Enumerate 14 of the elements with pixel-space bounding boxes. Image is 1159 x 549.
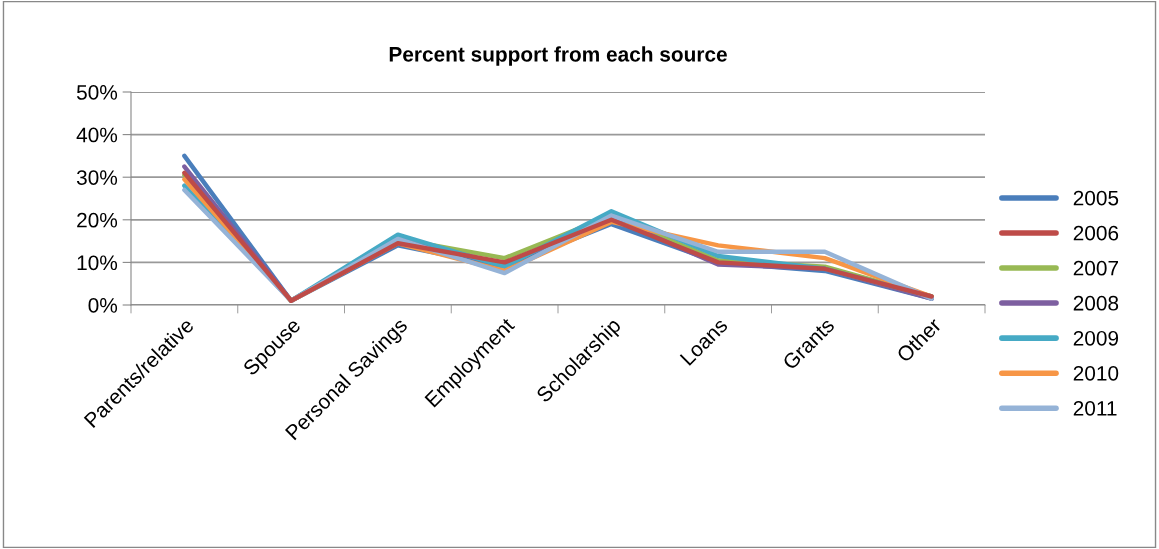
legend-label: 2011 bbox=[1073, 400, 1117, 416]
y-tick-label: 50% bbox=[76, 85, 118, 100]
chart-title: Percent support from each source bbox=[389, 46, 727, 66]
legend-label: 2006 bbox=[1073, 225, 1119, 241]
legend-label: 2010 bbox=[1073, 365, 1119, 381]
y-tick-label: 40% bbox=[76, 127, 118, 143]
legend-label: 2008 bbox=[1073, 295, 1119, 311]
legend-label: 2009 bbox=[1073, 330, 1119, 346]
legend-label: 2007 bbox=[1073, 260, 1119, 276]
y-tick-label: 0% bbox=[88, 298, 118, 313]
y-tick-label: 10% bbox=[77, 255, 118, 271]
y-tick-label: 20% bbox=[77, 212, 118, 228]
legend-label: 2005 bbox=[1073, 190, 1119, 206]
y-tick-label: 30% bbox=[76, 170, 118, 185]
